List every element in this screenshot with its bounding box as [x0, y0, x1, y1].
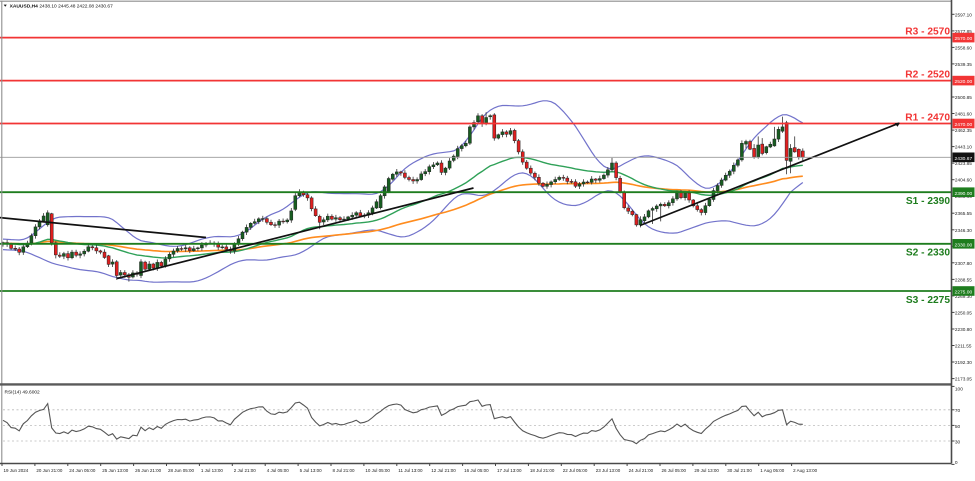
svg-text:2443.10: 2443.10	[955, 145, 972, 150]
svg-text:2230.80: 2230.80	[955, 327, 972, 332]
svg-text:2250.05: 2250.05	[955, 310, 972, 315]
svg-text:2404.60: 2404.60	[955, 178, 972, 183]
svg-text:30: 30	[955, 439, 961, 445]
svg-text:RSI(14) 49.6002: RSI(14) 49.6002	[5, 389, 41, 395]
svg-text:2558.60: 2558.60	[955, 45, 972, 50]
svg-text:2192.30: 2192.30	[955, 360, 972, 365]
svg-text:4 Jul 05:00: 4 Jul 05:00	[267, 468, 290, 473]
svg-text:2288.55: 2288.55	[955, 277, 972, 282]
svg-text:2269.30: 2269.30	[955, 294, 972, 299]
svg-text:2597.10: 2597.10	[955, 12, 972, 17]
svg-text:R1 - 2470: R1 - 2470	[905, 112, 950, 123]
svg-text:25 Jun 13:00: 25 Jun 13:00	[102, 468, 129, 473]
svg-text:17 Jul 13:00: 17 Jul 13:00	[497, 468, 522, 473]
svg-text:2462.35: 2462.35	[955, 128, 972, 133]
svg-text:2365.55: 2365.55	[955, 211, 972, 216]
svg-text:20 Jun 21:00: 20 Jun 21:00	[36, 468, 63, 473]
svg-text:2275.00: 2275.00	[955, 290, 973, 296]
svg-text:28 Jun 05:00: 28 Jun 05:00	[168, 468, 195, 473]
svg-text:22 Jul 05:00: 22 Jul 05:00	[563, 468, 588, 473]
svg-text:24 Jun 05:00: 24 Jun 05:00	[69, 468, 96, 473]
svg-text:1 Jul 13:00: 1 Jul 13:00	[201, 468, 224, 473]
svg-text:2470.00: 2470.00	[955, 122, 973, 128]
svg-text:8 Jul 21:00: 8 Jul 21:00	[333, 468, 356, 473]
svg-text:100: 100	[955, 386, 963, 392]
svg-text:29 Jul 13:00: 29 Jul 13:00	[694, 468, 719, 473]
svg-text:2430.67: 2430.67	[955, 156, 973, 162]
svg-text:2423.85: 2423.85	[955, 161, 972, 166]
svg-text:18 Jul 21:00: 18 Jul 21:00	[530, 468, 555, 473]
svg-text:2481.60: 2481.60	[955, 112, 972, 117]
svg-text:1 Aug 05:00: 1 Aug 05:00	[760, 468, 785, 473]
svg-text:12 Jul 21:00: 12 Jul 21:00	[431, 468, 456, 473]
svg-text:24 Jul 21:00: 24 Jul 21:00	[629, 468, 654, 473]
svg-text:S2 - 2330: S2 - 2330	[906, 248, 951, 259]
svg-text:19 Jun 2024: 19 Jun 2024	[4, 468, 29, 473]
svg-text:2173.05: 2173.05	[955, 377, 972, 382]
svg-text:2330.00: 2330.00	[955, 242, 973, 248]
svg-text:2211.55: 2211.55	[955, 344, 972, 349]
svg-text:XAUUSD,H4: XAUUSD,H4	[10, 4, 39, 10]
svg-text:R3 - 2570: R3 - 2570	[905, 26, 950, 37]
svg-text:2346.30: 2346.30	[955, 228, 972, 233]
svg-text:2500.85: 2500.85	[955, 95, 972, 100]
svg-text:26 Jul 05:00: 26 Jul 05:00	[662, 468, 687, 473]
svg-text:23 Jul 13:00: 23 Jul 13:00	[596, 468, 621, 473]
svg-text:30 Jul 21:00: 30 Jul 21:00	[727, 468, 752, 473]
svg-text:50: 50	[955, 424, 961, 430]
svg-text:2390.00: 2390.00	[955, 191, 973, 197]
svg-text:2520.00: 2520.00	[955, 79, 973, 85]
svg-text:S1 - 2390: S1 - 2390	[906, 196, 951, 207]
svg-text:S3 - 2275: S3 - 2275	[906, 295, 951, 306]
svg-text:2539.35: 2539.35	[955, 62, 972, 67]
svg-text:2570.00: 2570.00	[955, 36, 973, 42]
svg-text:2577.85: 2577.85	[955, 29, 972, 34]
svg-text:2 Aug 13:00: 2 Aug 13:00	[793, 468, 818, 473]
svg-text:5 Jul 13:00: 5 Jul 13:00	[300, 468, 323, 473]
svg-text:10 Jul 05:00: 10 Jul 05:00	[365, 468, 390, 473]
svg-text:70: 70	[955, 408, 961, 414]
svg-text:R2 - 2520: R2 - 2520	[905, 69, 950, 80]
svg-text:26 Jun 21:00: 26 Jun 21:00	[135, 468, 162, 473]
svg-text:2 Jul 21:00: 2 Jul 21:00	[234, 468, 257, 473]
svg-text:0: 0	[955, 460, 958, 466]
svg-text:2438.10 2445.48 2422.08 2430.6: 2438.10 2445.48 2422.08 2430.67	[39, 4, 113, 10]
svg-text:2307.80: 2307.80	[955, 261, 972, 266]
svg-text:11 Jul 13:00: 11 Jul 13:00	[398, 468, 423, 473]
svg-text:16 Jul 05:00: 16 Jul 05:00	[464, 468, 489, 473]
